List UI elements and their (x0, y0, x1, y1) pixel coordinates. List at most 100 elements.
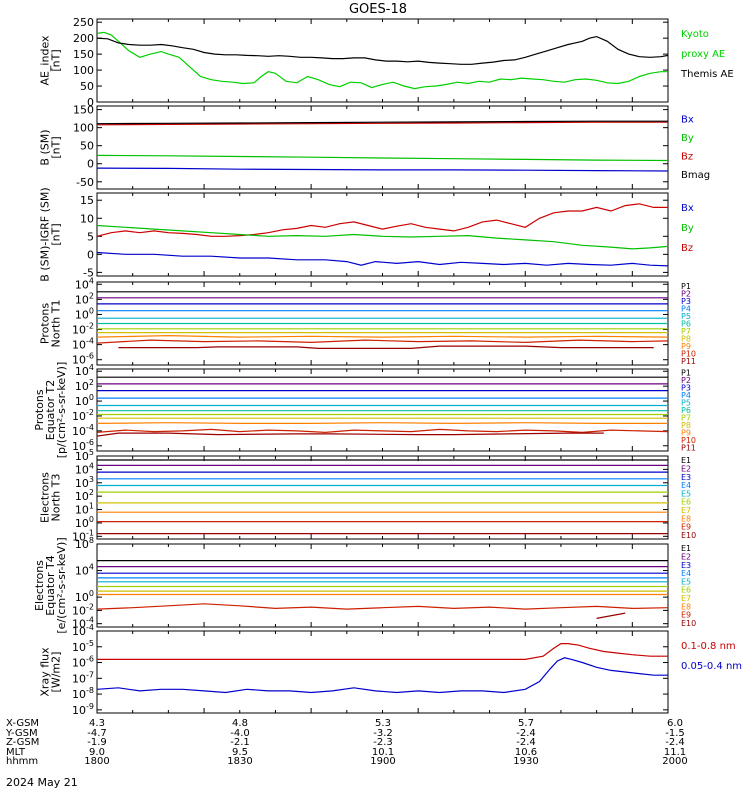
y-tick-label: 103 (75, 475, 94, 490)
legend-entry: P4 (681, 391, 691, 400)
legend-entry: E3 (681, 561, 691, 570)
y-tick-label: 102 (75, 378, 94, 393)
y-tick-label: 100 (75, 306, 94, 321)
y-tick-label: 150 (73, 48, 94, 61)
legend-entry: E1 (681, 544, 691, 553)
series-line-0-1-0-8-nm (97, 642, 668, 661)
y-tick-label: -5 (83, 266, 94, 279)
legend-entry: Bx (681, 203, 694, 214)
series-line-themis-ae (96, 35, 669, 65)
y-axis-label: Equator T2 (44, 380, 57, 440)
series-line-bz (96, 203, 668, 237)
legend-entry: P2 (681, 289, 691, 298)
footer-cell: -2.4 (665, 737, 685, 748)
footer-cell-xgsm: 4.3 (89, 718, 105, 729)
series-line-bx (96, 167, 669, 172)
footer-cell: -3.2 (373, 728, 393, 739)
y-axis-label: North T3 (50, 474, 63, 522)
series-line-bz (96, 121, 668, 126)
series-line-by (96, 224, 669, 250)
legend-entry: 0.05-0.4 nm (681, 661, 742, 672)
y-tick-label: 100 (75, 589, 94, 604)
y-tick-label: 101 (75, 502, 94, 517)
figure-title: GOES-18 (349, 2, 407, 17)
y-tick-label: 10-4 (72, 337, 94, 352)
y-tick-label: 100 (73, 64, 94, 77)
legend-entry: E9 (681, 523, 691, 532)
y-axis-label: Protons (39, 303, 52, 344)
y-tick-label: 100 (75, 393, 94, 408)
y-axis-label: AE_index (39, 35, 52, 86)
y-tick-label: 50 (80, 80, 94, 93)
series-line-e9 (96, 603, 669, 610)
legend-entry: E3 (681, 473, 691, 482)
legend-entry: E10 (681, 531, 696, 540)
panel-1: 250 200 150 100 50 0 AE_index[nT] Kyoto proxy AE… (39, 16, 734, 109)
y-tick-label: 108 (75, 536, 94, 551)
y-tick-label: 10-2 (72, 408, 94, 423)
footer-cell-hhmm: 1800 (84, 756, 109, 767)
footer-date: 2024 May 21 (6, 776, 78, 789)
legend-entry: P1 (681, 369, 691, 378)
y-tick-label: 10-8 (72, 686, 94, 701)
y-tick-label: 100 (75, 515, 94, 530)
series-line-p9 (96, 422, 668, 425)
y-axis-label: [nT] (50, 49, 63, 71)
y-tick-label: 104 (75, 276, 94, 291)
y-axis-label: Equator T4 (44, 555, 57, 615)
series-line-0-05-0-4-nm (96, 657, 668, 694)
y-tick-label: 104 (75, 563, 94, 578)
y-axis-label: [nT] (50, 223, 63, 245)
y-axis-label: [nT] (50, 136, 63, 158)
legend-entry: E7 (681, 506, 691, 515)
y-axis-label: Electrons (39, 472, 52, 523)
y-axis-label: Protons (33, 389, 46, 430)
series-line-bmag (96, 120, 668, 125)
y-tick-label: 10 (80, 212, 94, 225)
y-tick-label: 100 (73, 122, 94, 135)
y-tick-label: 250 (73, 16, 94, 29)
panel-3: 15 10 5 0 -5 B (SM)-IGRF (SM)[nT] Bx By Bz (39, 187, 694, 281)
footer-cell-hhmm: 2000 (662, 756, 687, 767)
series-line-p11 (118, 345, 654, 349)
legend-entry: P5 (681, 399, 691, 408)
series-line-p9 (96, 334, 669, 338)
footer-cell: 9.5 (232, 747, 248, 758)
footer-cell-xgsm: 4.8 (232, 718, 248, 729)
footer-row-label: Y-GSM (5, 728, 38, 739)
y-tick-label: 104 (75, 363, 94, 378)
y-tick-label: 0 (87, 96, 94, 109)
legend-entry: 0.1-0.8 nm (681, 641, 736, 652)
footer-cell-hhmm: 1930 (513, 756, 538, 767)
footer-cell: 11.1 (664, 747, 686, 758)
footer-row-label: MLT (6, 747, 26, 758)
y-tick-label: 10-4 (72, 616, 94, 631)
series-line-kyoto-proxy-ae (96, 31, 668, 90)
legend-entry: Bz (681, 243, 693, 254)
legend-entry: P7 (681, 327, 691, 336)
y-axis-label: [W/m2] (50, 652, 63, 693)
y-axis-label: [p/(cm²-s-sr-keV)] (55, 362, 68, 459)
footer-cell: 9.0 (89, 747, 105, 758)
y-tick-label: 10-7 (72, 670, 94, 685)
legend-entry: P2 (681, 376, 691, 385)
footer-cell-xgsm: 5.3 (375, 718, 391, 729)
y-axis-label: North T1 (50, 300, 63, 348)
footer-cell: -2.3 (373, 737, 393, 748)
legend-entry: E5 (681, 489, 691, 498)
legend-entry: P11 (681, 357, 696, 366)
footer-cell-xgsm: 5.7 (518, 718, 534, 729)
legend-entry: E5 (681, 577, 691, 586)
y-tick-label: 15 (80, 194, 94, 207)
legend-entry: Kyoto (681, 29, 709, 40)
y-axis-label: Electrons (33, 560, 46, 611)
legend-entry: Themis AE (680, 69, 734, 80)
legend-entry: P6 (681, 406, 691, 415)
footer-cell-xgsm: 6.0 (667, 718, 683, 729)
series-line-p10 (96, 339, 669, 344)
y-tick-label: 10-9 (72, 702, 94, 717)
footer-cell: -2.4 (516, 737, 536, 748)
legend-entry: E4 (681, 569, 691, 578)
